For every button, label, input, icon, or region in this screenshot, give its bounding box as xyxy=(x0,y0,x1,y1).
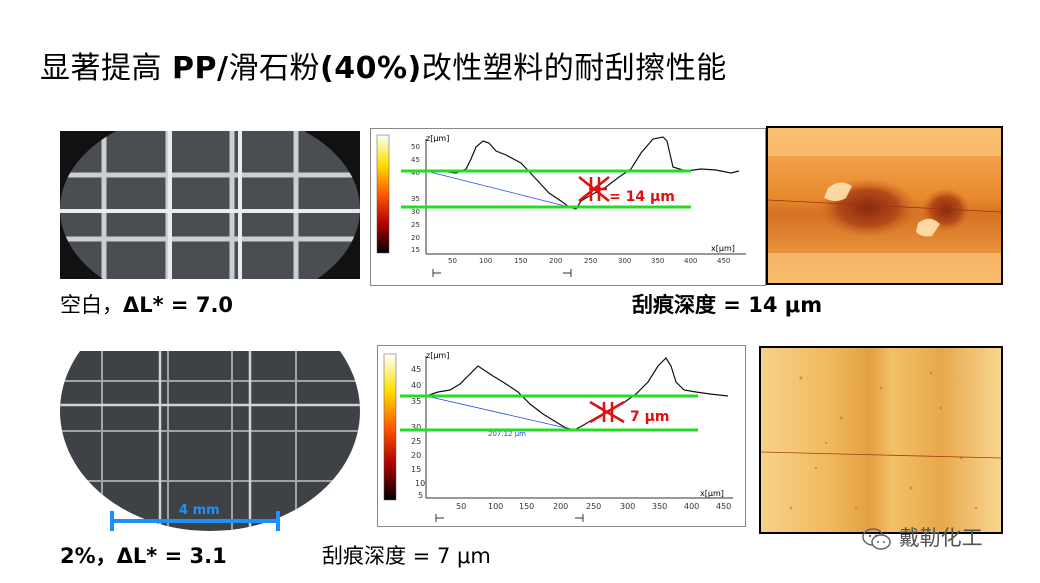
watermark: 戴勒化工 xyxy=(862,522,983,552)
xtick: 100 xyxy=(479,257,492,265)
xtick: 250 xyxy=(584,257,597,265)
profile-chart-blank-svg: z[μm] x[μm] 50 45 40 35 30 25 20 15 50 1… xyxy=(376,134,746,277)
xtick: 200 xyxy=(549,257,562,265)
ytick: 50 xyxy=(411,143,420,151)
ytick: 25 xyxy=(411,437,421,446)
scale-bar-icon xyxy=(110,511,280,531)
xtick: 300 xyxy=(620,502,635,511)
depth-label: = 14 μm xyxy=(609,189,675,205)
grid-photo-blank xyxy=(60,131,360,279)
xtick: 300 xyxy=(618,257,631,265)
slide-title: 显著提高 PP/滑石粉(40%)改性塑料的耐刮擦性能 xyxy=(40,43,727,87)
caption-2pct-delta: 2%，ΔL* = 3.1 xyxy=(60,540,227,570)
watermark-text: 戴勒化工 xyxy=(898,526,983,550)
xtick: 400 xyxy=(684,502,699,511)
ytick: 45 xyxy=(411,156,420,164)
ytick: 30 xyxy=(411,208,420,216)
caption-2pct-depth-text: 刮痕深度 = 7 μm xyxy=(322,544,491,568)
ytick: 25 xyxy=(411,221,420,229)
ytick: 15 xyxy=(411,246,420,254)
micrograph-blank-svg xyxy=(768,128,1001,283)
scale-label: 4 mm xyxy=(179,503,220,518)
caption-2pct-value: ΔL* = 3.1 xyxy=(116,544,227,568)
title-suffix: 改性塑料的耐刮擦性能 xyxy=(421,51,727,86)
ytick: 40 xyxy=(411,169,420,177)
ytick: 5 xyxy=(418,491,423,500)
caption-blank-value: ΔL* = 7.0 xyxy=(123,293,234,317)
xtick: 100 xyxy=(488,502,503,511)
ytick: 10 xyxy=(415,479,425,488)
xtick: 50 xyxy=(448,257,457,265)
caption-blank-depth-text: 刮痕深度 = 14 μm xyxy=(632,293,823,317)
profile-chart-2pct-svg: z[μm] x[μm] 45 40 35 30 25 20 15 10 5 50… xyxy=(383,351,733,522)
caption-2pct-depth: 刮痕深度 = 7 μm xyxy=(322,540,491,570)
xtick: 150 xyxy=(519,502,534,511)
ytick: 20 xyxy=(411,451,421,460)
profile-chart-2pct: z[μm] x[μm] 45 40 35 30 25 20 15 10 5 50… xyxy=(377,345,746,527)
caption-blank-depth: 刮痕深度 = 14 μm xyxy=(632,289,822,319)
grid-photo-blank-svg xyxy=(60,131,360,279)
ytick: 35 xyxy=(411,397,421,406)
title-bold2: (40%) xyxy=(319,51,422,86)
zaxis-label: z[μm] xyxy=(426,134,449,143)
depth-label: 7 μm xyxy=(630,409,670,425)
xtick: 200 xyxy=(553,502,568,511)
xtick: 350 xyxy=(652,502,667,511)
xaxis-label: x[μm] xyxy=(711,244,735,253)
xtick: 400 xyxy=(684,257,697,265)
micrograph-blank xyxy=(766,126,1003,285)
xtick: 350 xyxy=(651,257,664,265)
profile-chart-blank: z[μm] x[μm] 50 45 40 35 30 25 20 15 50 1… xyxy=(370,128,766,286)
xtick: 50 xyxy=(456,502,466,511)
xtick: 150 xyxy=(514,257,527,265)
ytick: 20 xyxy=(411,234,420,242)
zaxis-label: z[μm] xyxy=(426,351,449,360)
ytick: 40 xyxy=(411,381,421,390)
title-bold: PP/ xyxy=(172,51,229,86)
depth-marker-icon xyxy=(589,400,625,424)
micrograph-2pct-svg xyxy=(761,348,1001,532)
grid-photo-2pct: 4 mm xyxy=(60,351,360,531)
ytick: 15 xyxy=(411,465,421,474)
ytick: 35 xyxy=(411,195,420,203)
micrograph-2pct xyxy=(759,346,1003,534)
xtick: 450 xyxy=(716,502,731,511)
title-mid: 滑石粉 xyxy=(228,51,320,86)
grid-photo-2pct-svg: 4 mm xyxy=(60,351,360,531)
xtick: 250 xyxy=(586,502,601,511)
caption-2pct-prefix: 2%， xyxy=(60,544,117,568)
caption-blank-prefix: 空白， xyxy=(60,293,123,317)
ytick: 30 xyxy=(411,423,421,432)
caption-blank-delta: 空白，ΔL* = 7.0 xyxy=(60,289,233,319)
wechat-icon xyxy=(862,528,891,550)
xaxis-label: x[μm] xyxy=(700,489,724,498)
depth-marker-icon xyxy=(578,176,610,202)
width-label: 207.12 μm xyxy=(488,430,526,438)
title-prefix: 显著提高 xyxy=(40,51,173,86)
ytick: 45 xyxy=(411,365,421,374)
xtick: 450 xyxy=(717,257,730,265)
